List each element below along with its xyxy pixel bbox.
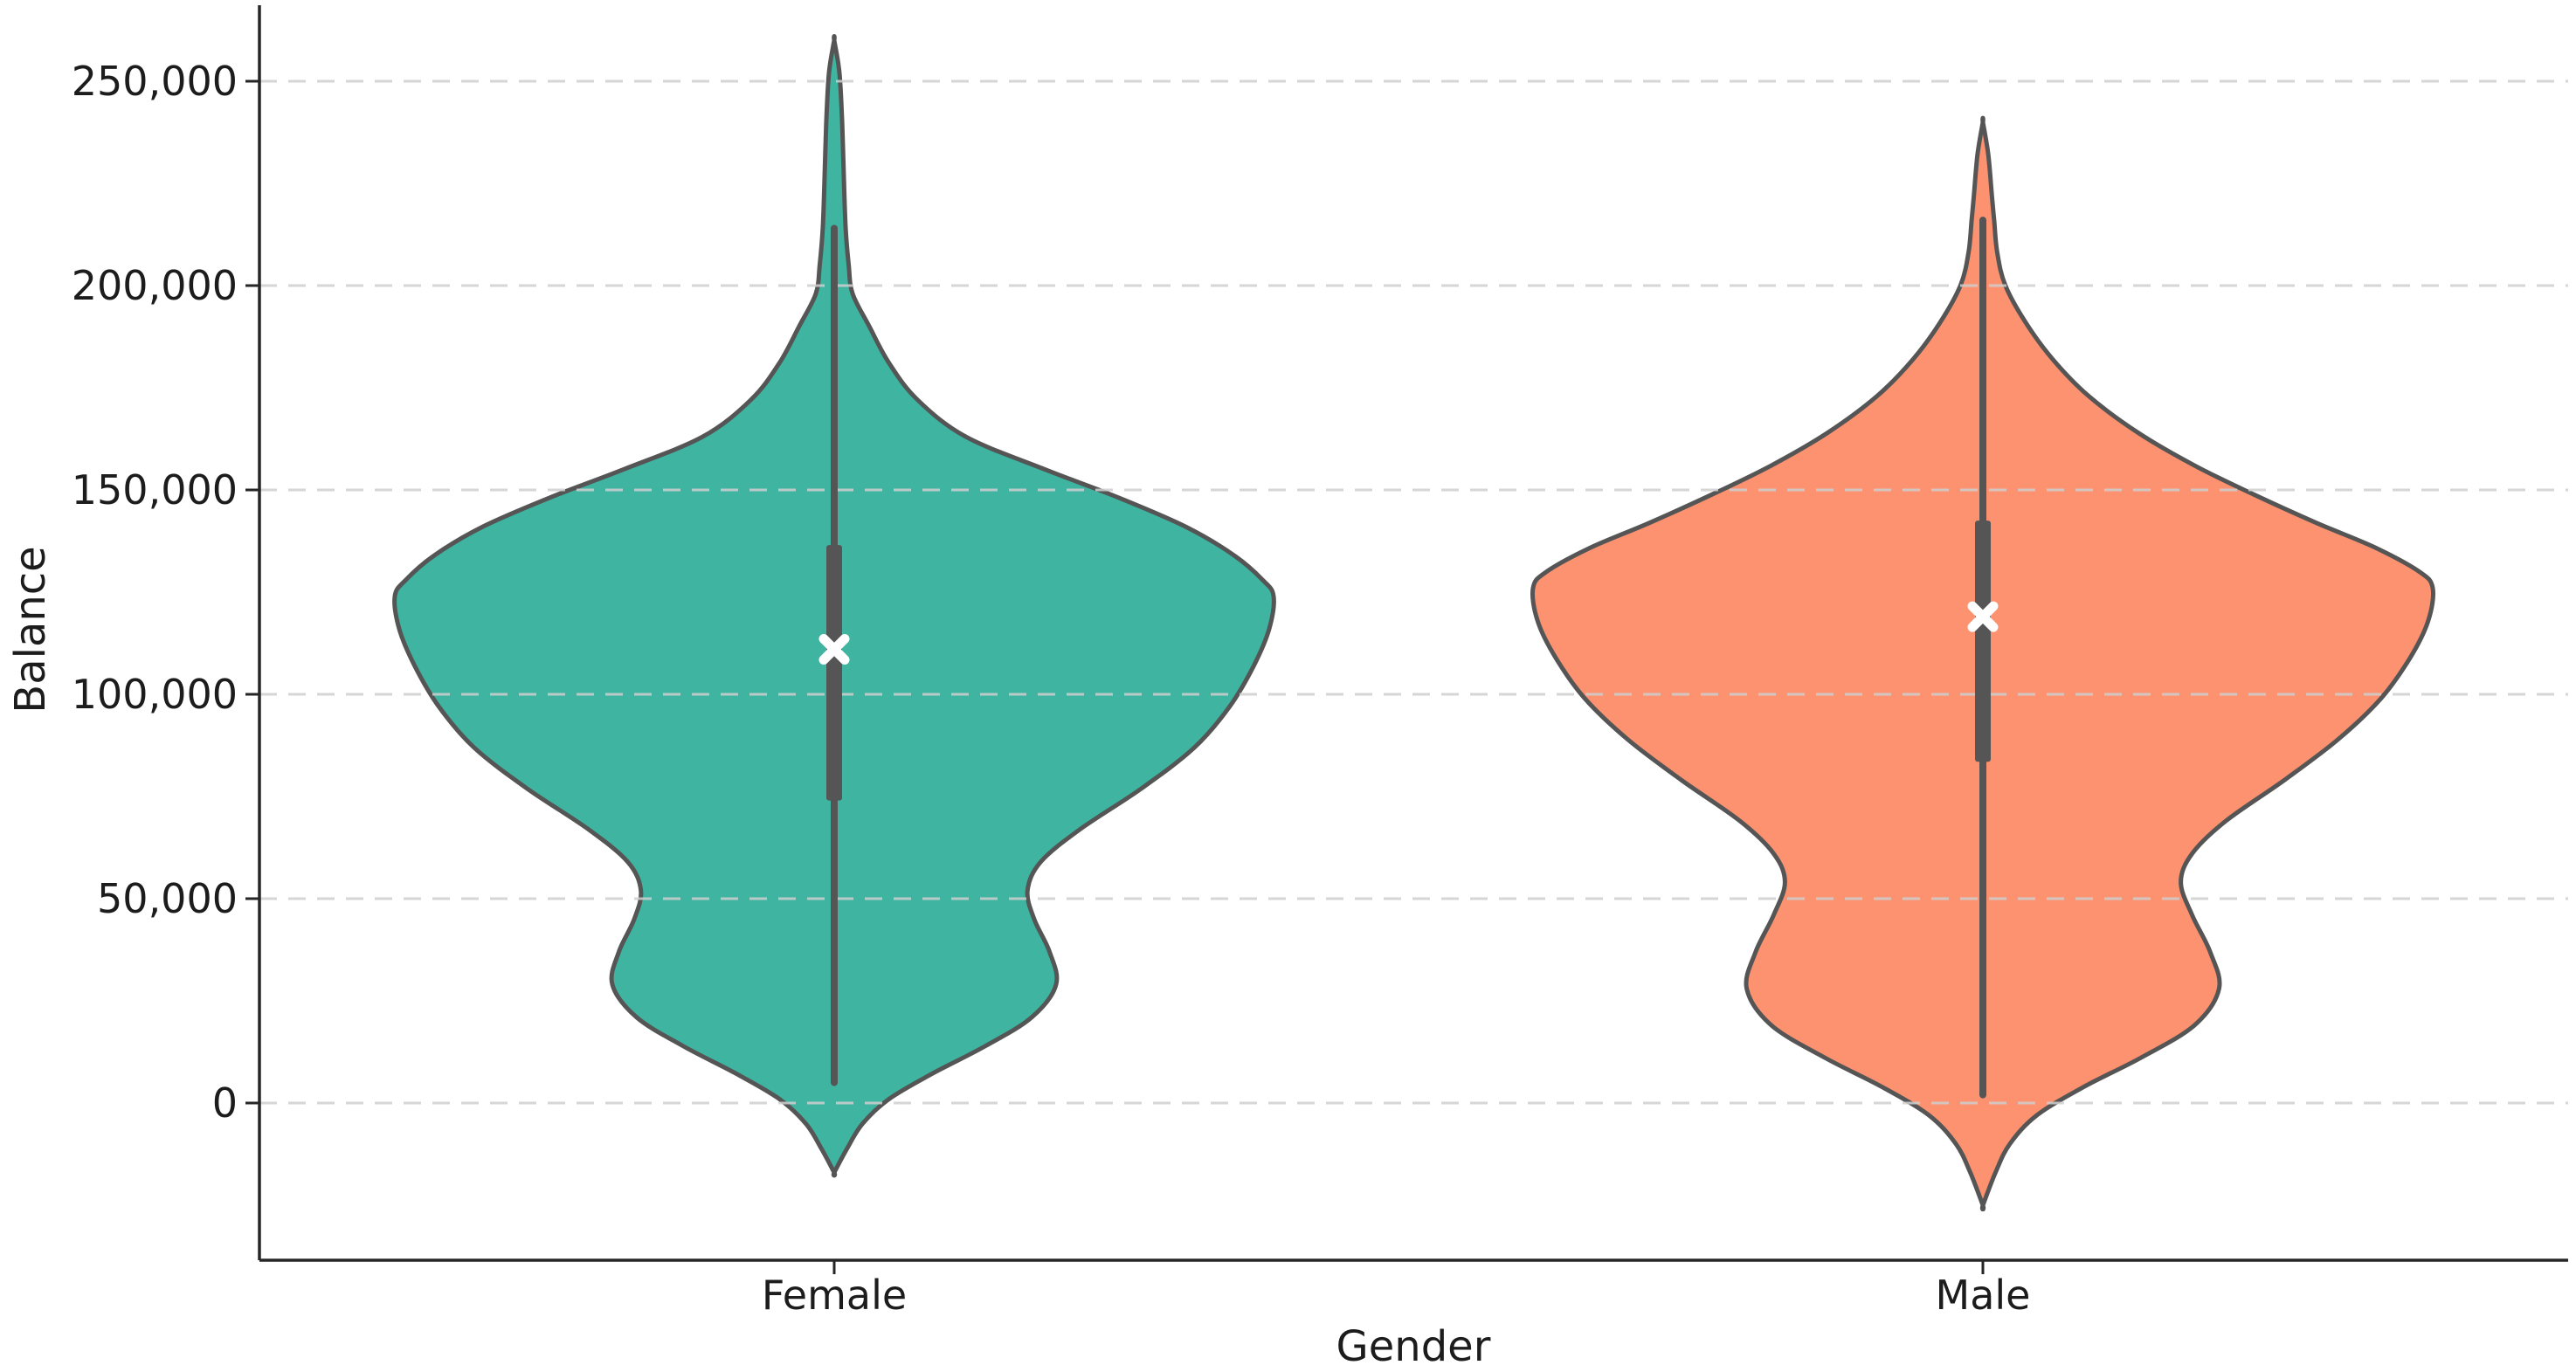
y-tick-label-250000: 250,000 <box>71 58 238 105</box>
x-tick-label-female: Female <box>761 1272 908 1319</box>
x-axis-title: Gender <box>1336 1322 1491 1371</box>
iqr-box-female <box>826 545 842 801</box>
y-tick-label-200000: 200,000 <box>71 262 238 309</box>
y-tick-label-50000: 50,000 <box>97 875 238 922</box>
y-tick-label-100000: 100,000 <box>71 671 238 718</box>
y-tick-label-0: 0 <box>211 1079 238 1127</box>
mean-marker-female <box>818 634 850 665</box>
y-tick-label-150000: 150,000 <box>71 466 238 514</box>
iqr-box-male <box>1975 521 1991 762</box>
y-axis-title: Balance <box>6 546 55 714</box>
x-tick-label-male: Male <box>1935 1272 2031 1319</box>
mean-marker-male <box>1967 601 1999 632</box>
